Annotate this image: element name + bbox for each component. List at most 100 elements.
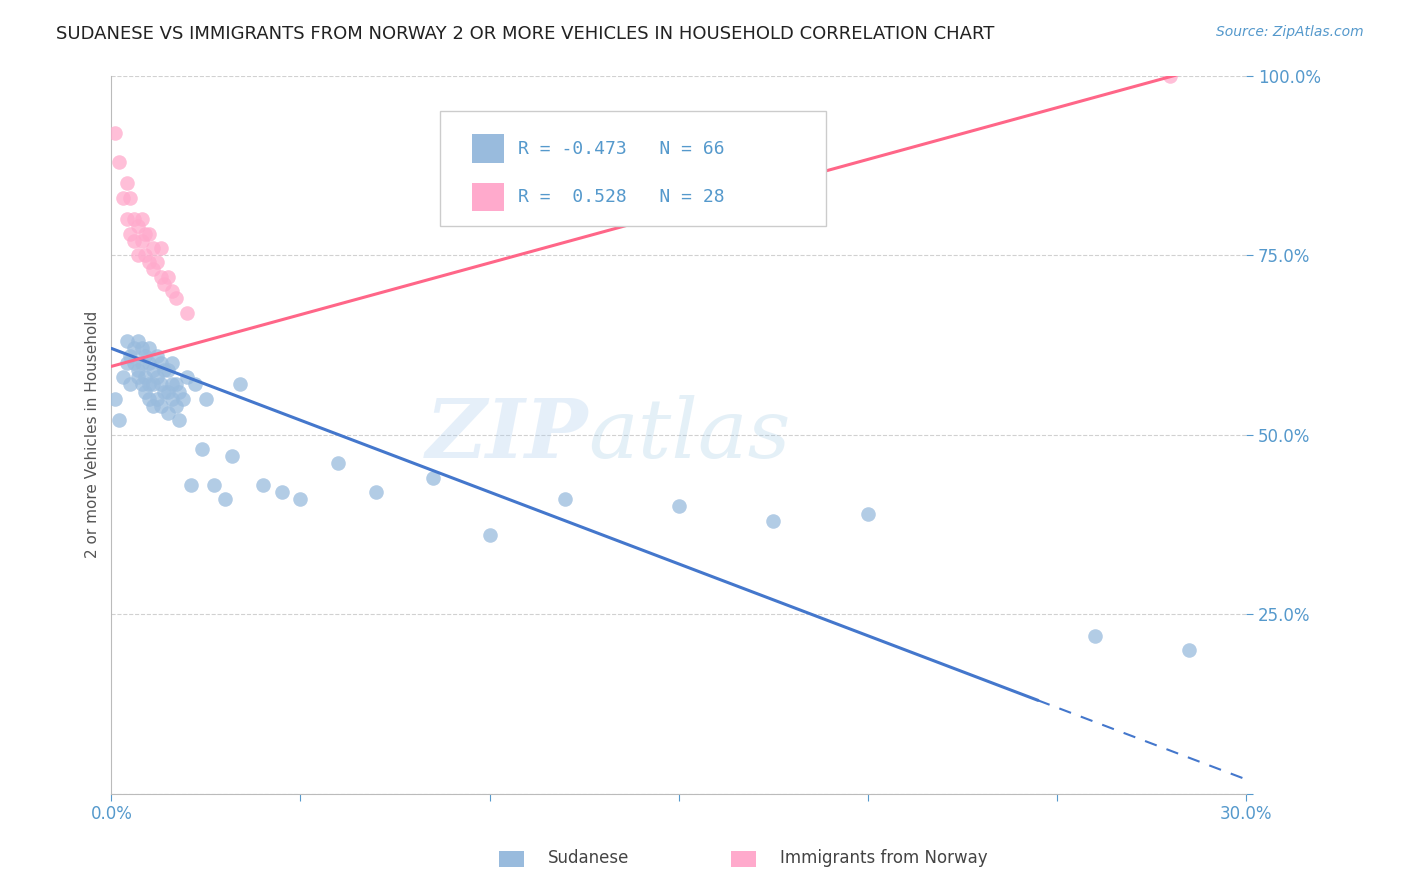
Point [165,399,187,413]
Point [1084,629,1107,643]
Point [165,291,187,305]
Point [149,399,172,413]
Point [146,392,169,406]
Point [153,384,176,399]
Point [134,227,156,241]
Point [554,492,576,507]
Point [122,212,145,227]
Point [120,191,142,205]
Point [122,234,145,248]
Point [176,370,198,384]
Point [122,342,145,356]
Point [160,392,183,406]
Y-axis label: 2 or more Vehicles in Household: 2 or more Vehicles in Household [86,311,100,558]
Point [146,349,169,363]
Point [160,356,183,370]
Point [138,227,160,241]
Point [478,528,501,542]
Point [146,370,169,384]
Point [149,377,172,392]
Point [131,234,153,248]
Point [668,500,690,514]
Point [122,356,145,370]
Point [115,176,138,190]
Point [169,413,191,427]
Point [138,255,160,269]
Point [169,384,191,399]
Text: atlas: atlas [588,394,790,475]
Point [108,154,131,169]
Point [290,492,312,507]
Point [157,363,180,377]
Point [214,492,236,507]
Point [127,363,149,377]
Point [138,356,160,370]
Point [160,377,183,392]
Point [104,392,127,406]
Point [142,363,165,377]
Point [153,277,176,291]
Point [134,370,156,384]
Point [134,349,156,363]
Point [1178,643,1201,657]
Point [149,241,172,255]
Bar [472,135,503,163]
Point [157,269,180,284]
Point [131,356,153,370]
Point [142,377,165,392]
Point [111,370,134,384]
Point [127,248,149,262]
Text: R =  0.528   N = 28: R = 0.528 N = 28 [517,188,724,206]
Point [142,399,165,413]
Point [120,349,142,363]
Point [165,377,187,392]
Point [180,478,202,492]
Text: ZIP: ZIP [425,394,588,475]
Point [138,342,160,356]
Point [131,377,153,392]
Text: Sudanese: Sudanese [548,849,630,867]
Point [856,507,879,521]
Point [1159,69,1181,83]
Point [127,334,149,349]
Point [111,191,134,205]
Point [172,392,194,406]
Point [221,449,243,463]
Point [115,212,138,227]
Point [160,284,183,298]
Point [194,392,217,406]
Point [270,485,292,500]
Point [131,342,153,356]
Point [138,377,160,392]
Point [157,384,180,399]
Point [202,478,225,492]
Point [142,241,165,255]
Point [127,219,149,234]
Point [146,255,169,269]
Point [183,377,205,392]
Point [120,227,142,241]
Point [229,377,252,392]
Point [108,413,131,427]
Bar [472,183,503,211]
Point [131,212,153,227]
Point [153,363,176,377]
Text: Immigrants from Norway: Immigrants from Norway [780,849,988,867]
Point [157,406,180,420]
Point [115,334,138,349]
Point [176,305,198,319]
Point [120,377,142,392]
Point [149,269,172,284]
Point [252,478,274,492]
Point [104,126,127,140]
Text: R = -0.473   N = 66: R = -0.473 N = 66 [517,140,724,158]
Point [191,442,214,456]
Point [762,514,785,528]
Point [142,262,165,277]
Point [138,392,160,406]
Point [149,356,172,370]
Point [115,356,138,370]
Point [134,248,156,262]
Text: SUDANESE VS IMMIGRANTS FROM NORWAY 2 OR MORE VEHICLES IN HOUSEHOLD CORRELATION C: SUDANESE VS IMMIGRANTS FROM NORWAY 2 OR … [56,25,994,43]
FancyBboxPatch shape [440,112,827,227]
